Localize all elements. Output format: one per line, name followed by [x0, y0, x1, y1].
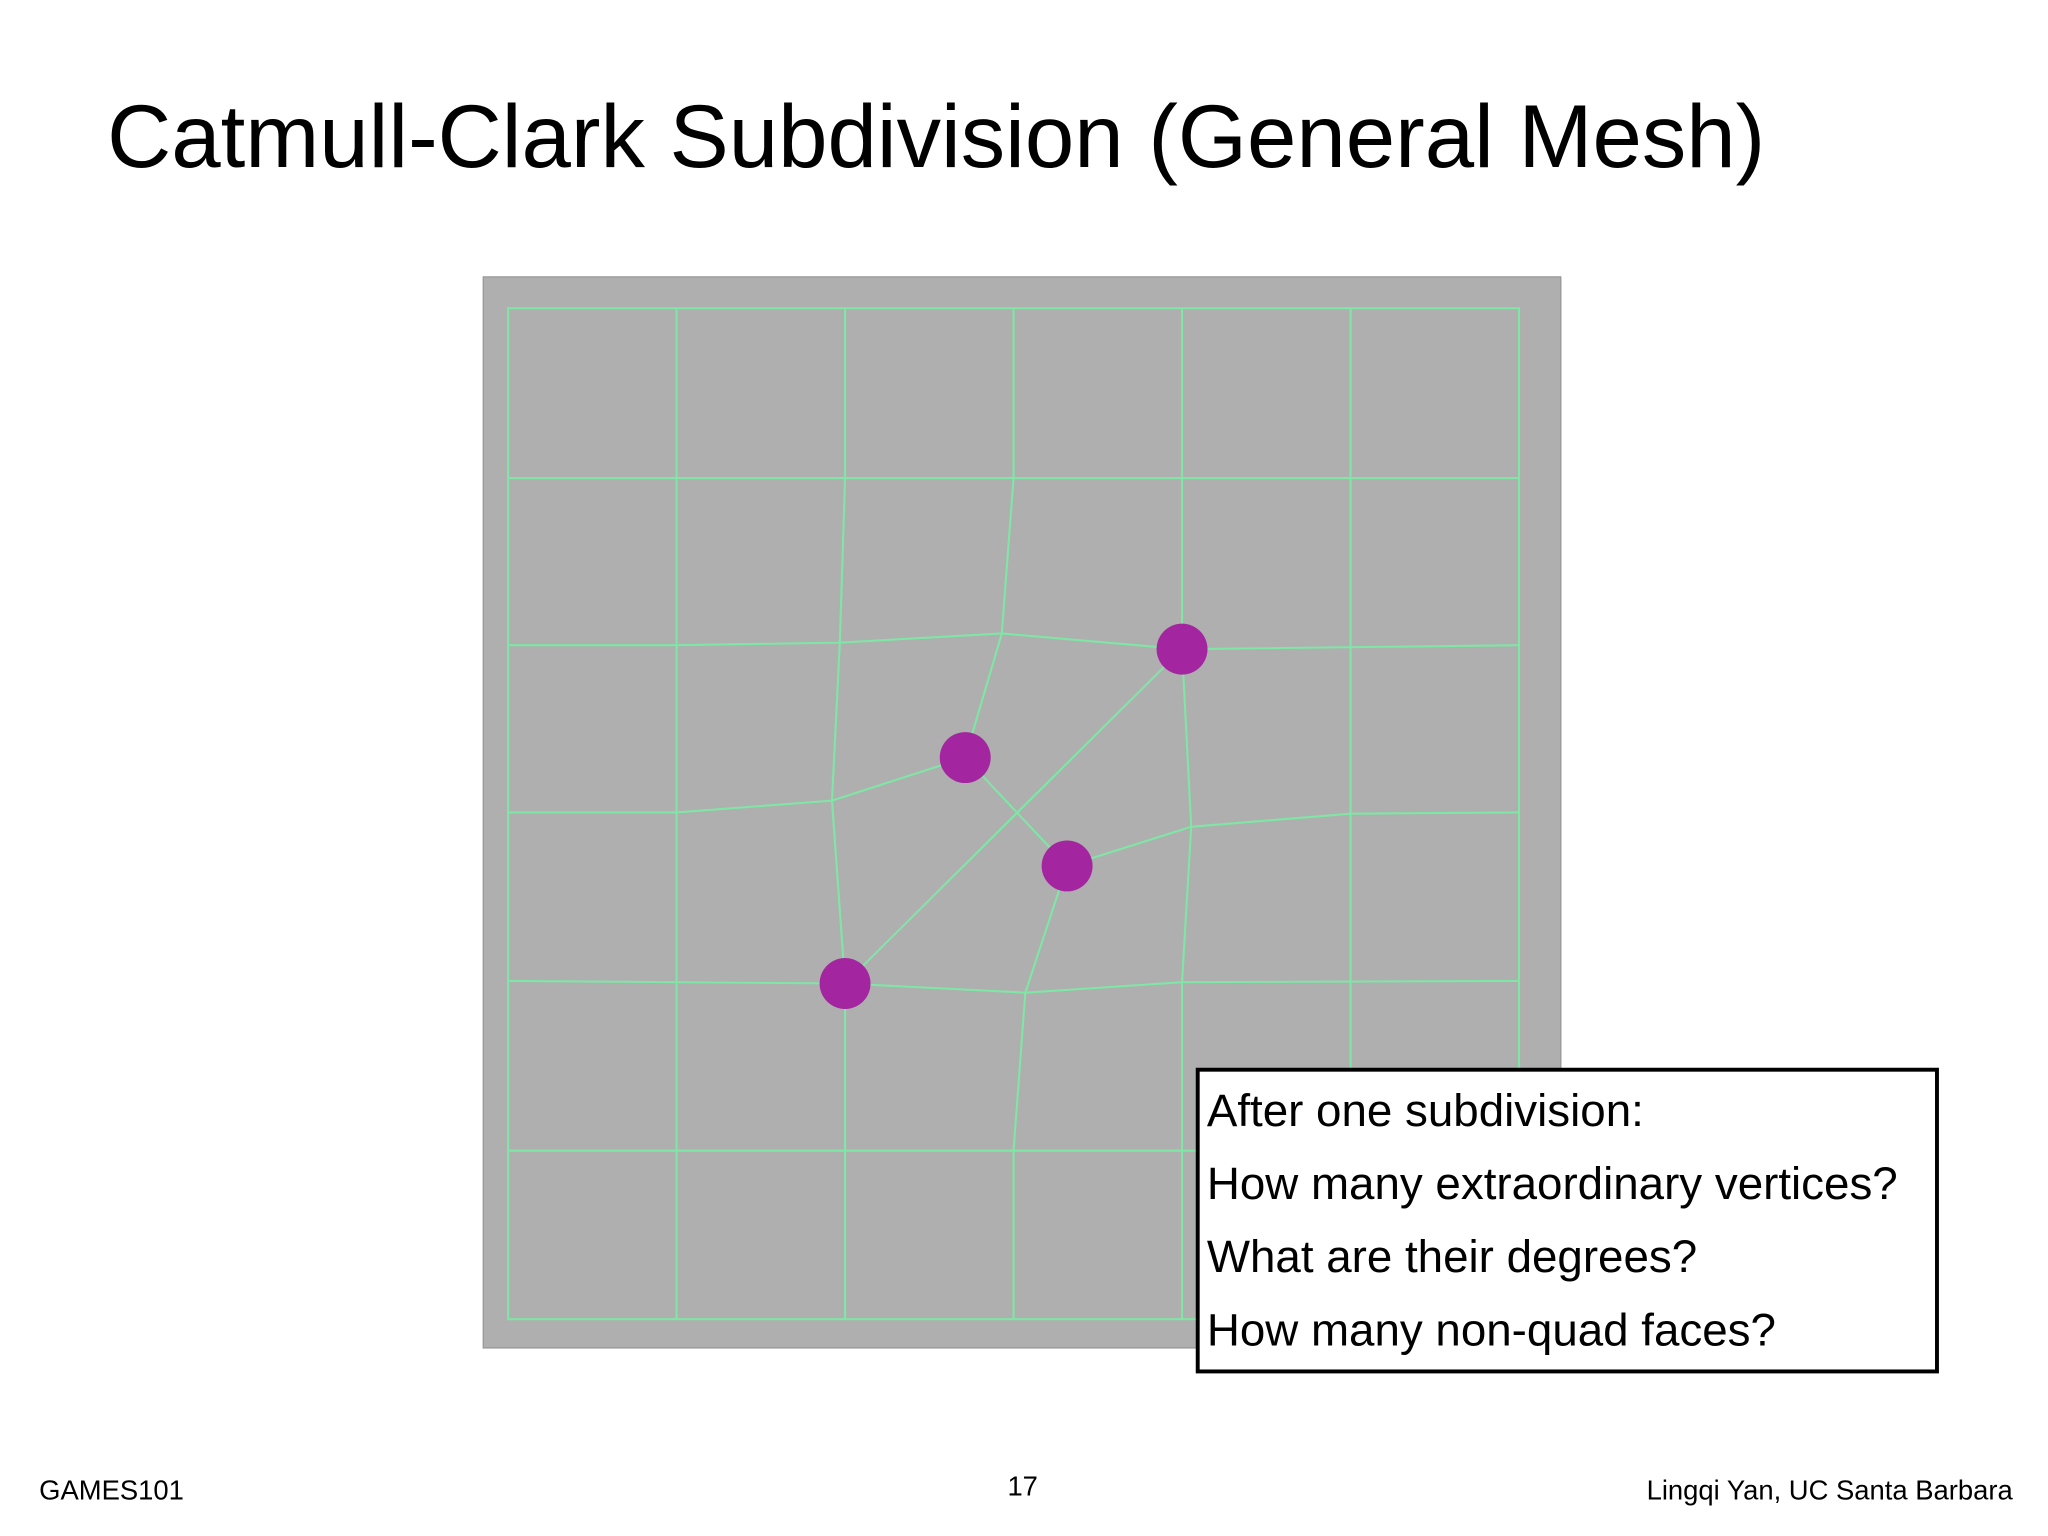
page-number: 17: [1007, 1471, 1037, 1502]
footer-course: GAMES101: [39, 1474, 184, 1505]
question-line: How many extraordinary vertices?: [1207, 1158, 1898, 1209]
question-line: How many non-quad faces?: [1207, 1304, 1776, 1355]
question-line: After one subdivision:: [1207, 1085, 1644, 1136]
slide-title: Catmull-Clark Subdivision (General Mesh): [107, 87, 1765, 186]
footer-author: Lingqi Yan, UC Santa Barbara: [1647, 1474, 2014, 1505]
question-box: After one subdivision: How many extraord…: [1195, 1067, 1939, 1374]
question-line: What are their degrees?: [1207, 1231, 1697, 1282]
